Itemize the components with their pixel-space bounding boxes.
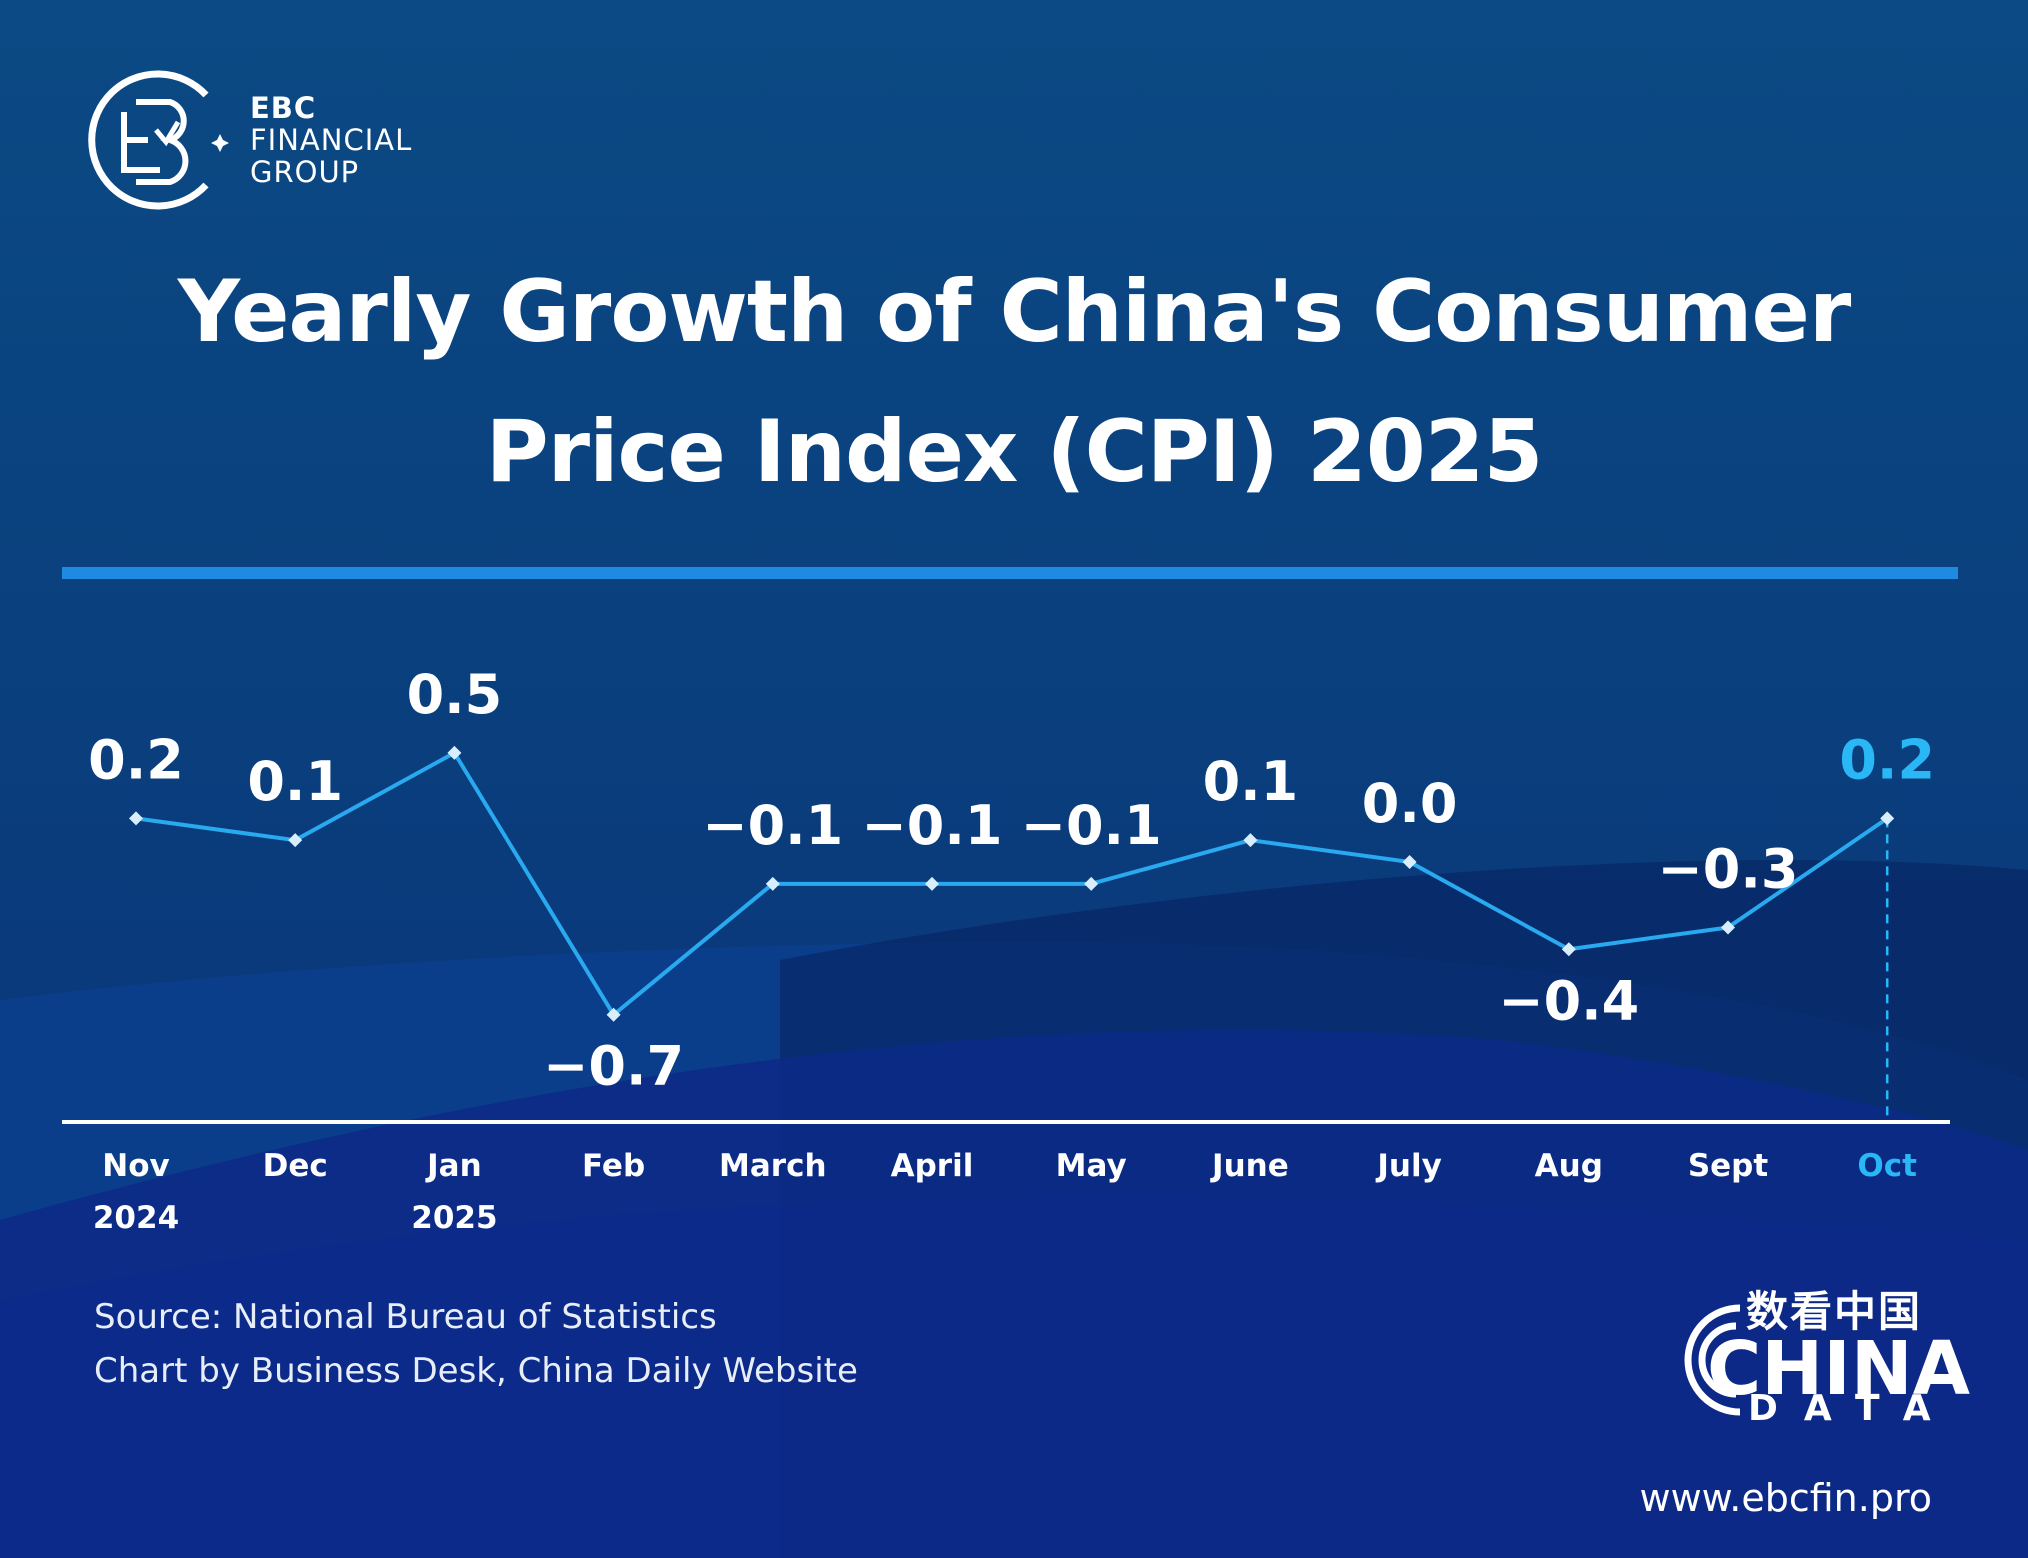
title-divider (62, 567, 1958, 579)
x-tick-year-label: 2024 (93, 1200, 179, 1236)
brand-name: EBC FINANCIAL GROUP (250, 92, 412, 188)
x-tick-label: Dec (263, 1148, 328, 1184)
website-url[interactable]: www.ebcfin.pro (1639, 1476, 1932, 1520)
china-data-logo-icon (1684, 1304, 1741, 1416)
chart-title-line-1: Yearly Growth of China's Consumer (177, 262, 1852, 362)
brand-line-2: FINANCIAL (250, 123, 413, 157)
x-tick-label: Aug (1535, 1148, 1603, 1184)
source-line: Source: National Bureau of Statistics (94, 1297, 717, 1337)
data-label: −0.7 (543, 1035, 684, 1098)
credit-line: Chart by Business Desk, China Daily Webs… (94, 1351, 858, 1391)
data-label: 0.1 (247, 750, 343, 813)
data-point-marker (1402, 855, 1417, 869)
data-label: −0.1 (1021, 794, 1162, 857)
x-tick-label: Nov (102, 1148, 169, 1184)
data-point-marker (1880, 811, 1895, 826)
cpi-series-line (135, 750, 1889, 1017)
x-tick-label: July (1375, 1148, 1441, 1184)
china-data-wordmark: CHINA (1707, 1326, 1970, 1412)
data-point-marker (447, 745, 462, 760)
data-label: 0.2 (1839, 728, 1935, 791)
data-label: −0.4 (1498, 969, 1639, 1032)
chart-title-line-2: Price Index (CPI) 2025 (485, 402, 1544, 502)
source-note: Source: National Bureau of Statistics Ch… (94, 1290, 858, 1398)
x-tick-label: March (719, 1148, 827, 1184)
x-tick-label: May (1056, 1148, 1127, 1184)
china-data-chinese: 数看中国 (1746, 1287, 1923, 1336)
x-tick-label: April (891, 1148, 974, 1184)
data-label: −0.1 (702, 794, 843, 857)
x-tick-label: Oct (1857, 1148, 1917, 1184)
data-point-marker (1721, 920, 1735, 935)
china-data-subtitle: DATA (1748, 1388, 1957, 1429)
x-tick-label: Feb (582, 1148, 645, 1184)
data-point-marker (129, 811, 143, 826)
brand-line-1: EBC (250, 91, 317, 125)
x-tick-label: June (1210, 1148, 1289, 1184)
data-label: 0.1 (1203, 750, 1299, 813)
data-point-marker (288, 833, 303, 848)
data-label: 0.5 (407, 663, 503, 726)
data-point-marker (1084, 876, 1099, 891)
x-tick-label: Sept (1688, 1148, 1769, 1184)
x-tick-year-label: 2025 (411, 1200, 497, 1236)
data-label: −0.3 (1658, 837, 1799, 900)
data-label: −0.1 (862, 794, 1003, 857)
data-label: 0.2 (88, 728, 184, 791)
data-point-marker (925, 876, 939, 891)
ebc-logo-icon (88, 70, 229, 210)
data-point-marker (1243, 833, 1258, 848)
data-label: 0.0 (1362, 772, 1458, 835)
brand-line-3: GROUP (250, 155, 360, 189)
data-point-marker (606, 1007, 621, 1022)
x-tick-label: Jan (425, 1148, 482, 1184)
data-point-marker (765, 876, 780, 891)
data-point-marker (1561, 942, 1576, 957)
